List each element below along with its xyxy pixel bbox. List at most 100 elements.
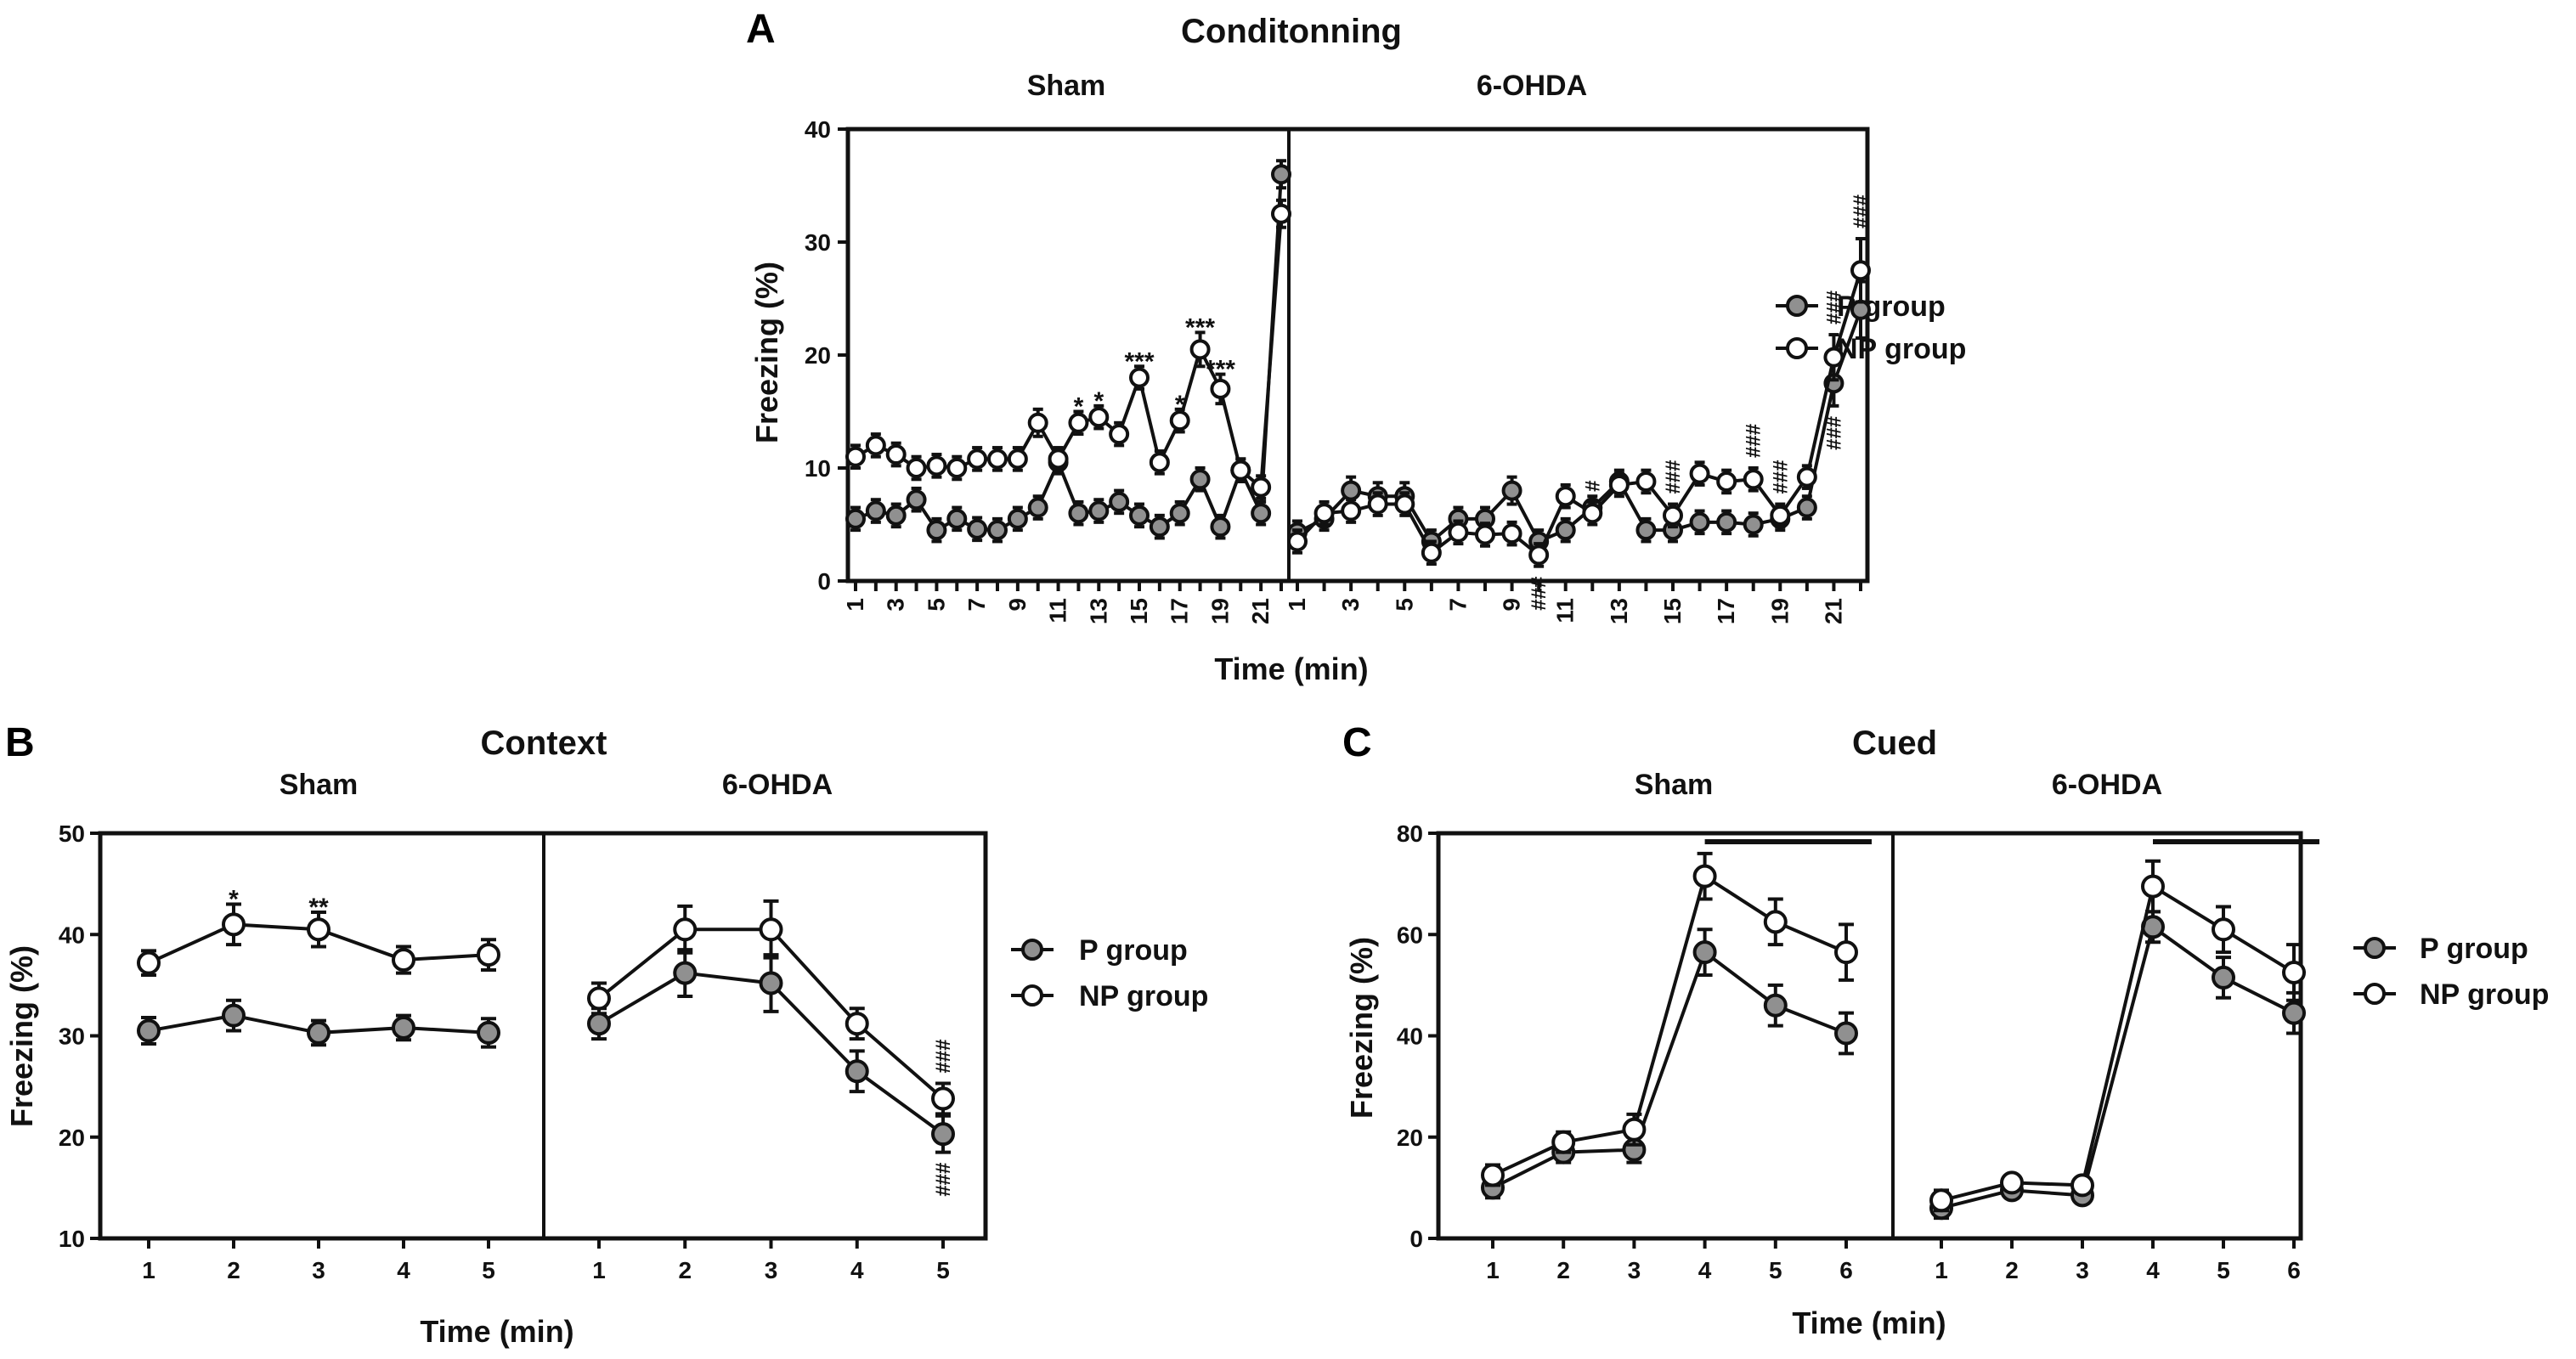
data-point-p — [1189, 469, 1211, 490]
data-point-np — [1692, 864, 1717, 888]
significance-hash: ### — [1662, 460, 1685, 494]
data-point-np — [946, 458, 968, 478]
data-point-np — [1271, 203, 1291, 224]
data-point-np — [1068, 412, 1089, 433]
significance-hash: ### — [932, 1040, 955, 1074]
group-label-a-sham: Sham — [1027, 70, 1106, 102]
x-tick-label-c: 2 — [2005, 1257, 2019, 1283]
data-point-np — [845, 1012, 869, 1036]
y-tick-label-b: 20 — [59, 1125, 85, 1151]
data-point-np — [987, 448, 1008, 470]
data-point-p — [1501, 480, 1522, 501]
legend-label-p-c: P group — [2420, 933, 2528, 965]
significance-star: * — [1093, 387, 1104, 415]
data-point-p — [392, 1015, 415, 1040]
data-point-np — [587, 986, 611, 1011]
data-point-np — [1109, 424, 1130, 445]
data-point-p — [1635, 520, 1657, 541]
x-tick-label-a: 19 — [1766, 598, 1793, 624]
data-point-np — [1608, 474, 1630, 495]
plot-c: 0 20 40 60 80 1 2 3 4 5 6 1 2 3 4 5 6 — [1397, 820, 2319, 1283]
y-tick-label-b: 30 — [59, 1023, 85, 1050]
series-line-np — [1940, 884, 2296, 1203]
y-tick-label-b: 40 — [59, 922, 85, 948]
y-tick-label-b: 50 — [59, 820, 85, 847]
series-line-p — [1940, 925, 2295, 1210]
data-point-p — [1109, 491, 1130, 512]
x-tick-label-a: 5 — [1391, 598, 1417, 612]
plot-frame-c — [1436, 831, 2303, 1241]
data-point-np — [1421, 542, 1442, 563]
significance-hash: ### — [932, 1163, 955, 1197]
data-point-np — [1716, 471, 1737, 492]
data-point-p — [673, 961, 698, 985]
data-point-p — [1210, 516, 1231, 538]
data-point-np — [926, 455, 947, 476]
y-tick-label-a: 30 — [805, 229, 831, 256]
data-point-p — [307, 1020, 330, 1045]
x-tick-label-a: 19 — [1206, 598, 1233, 624]
data-point-np — [1555, 486, 1576, 507]
significance-hash: ### — [1850, 195, 1873, 228]
data-point-p — [1850, 299, 1871, 320]
data-point-p — [587, 1012, 611, 1036]
data-point-np — [1834, 940, 1858, 965]
data-point-np — [1341, 500, 1362, 522]
data-point-p — [1068, 503, 1089, 524]
legend-label-p-b: P group — [1079, 934, 1188, 967]
data-point-np — [1129, 367, 1150, 388]
data-point-p — [1689, 511, 1710, 533]
data-point-p — [1555, 520, 1576, 541]
data-point-np — [885, 444, 907, 465]
x-tick-label-a: 11 — [1045, 598, 1071, 623]
x-tick-label-a: 9 — [1004, 598, 1031, 612]
y-axis-title-c: Freezing (%) — [1344, 937, 1379, 1119]
data-point-np — [137, 950, 161, 975]
x-tick-label-b: 1 — [592, 1257, 606, 1283]
data-point-np — [1796, 466, 1817, 488]
data-point-np — [1770, 505, 1791, 526]
panel-letter-c: C — [1342, 720, 1372, 765]
x-tick-label-a: 9 — [1499, 598, 1525, 612]
data-point-np — [222, 912, 246, 937]
y-axis-title-b: Freezing (%) — [4, 945, 39, 1127]
y-tick-label-a: 10 — [805, 455, 831, 482]
data-point-p — [967, 518, 988, 539]
x-tick-label-c: 4 — [2146, 1257, 2160, 1283]
data-point-np — [1501, 523, 1522, 544]
x-tick-label-c: 6 — [1839, 1257, 1853, 1283]
significance-hash: ### — [1743, 424, 1765, 458]
x-tick-label-a: 21 — [1247, 598, 1274, 624]
x-tick-label-a: 21 — [1820, 598, 1846, 624]
data-point-np — [2000, 1170, 2024, 1195]
y-tick-label-a: 40 — [805, 116, 831, 143]
y-tick-label-c: 20 — [1397, 1125, 1423, 1151]
data-point-p — [1716, 511, 1737, 533]
x-tick-label-b: 3 — [312, 1257, 325, 1283]
series-line-np — [1492, 874, 1847, 1177]
x-tick-label-b: 3 — [765, 1257, 778, 1283]
legend-label-np-c: NP group — [2420, 978, 2549, 1011]
data-point-p — [1149, 516, 1170, 538]
data-point-np — [1149, 452, 1170, 473]
data-point-np — [1007, 448, 1028, 470]
x-tick-label-c: 6 — [2287, 1257, 2301, 1283]
significance-star: * — [1074, 393, 1084, 421]
data-point-p — [2282, 1001, 2306, 1025]
legend-a: P group NP group — [1776, 290, 1966, 365]
data-point-np — [1475, 524, 1495, 545]
x-tick-label-a: 1 — [1284, 598, 1310, 612]
data-point-np — [1210, 378, 1231, 399]
legend-marker-p-a — [1786, 295, 1808, 317]
data-point-p — [137, 1018, 161, 1043]
x-axis-title-c: Time (min) — [1792, 1305, 1946, 1340]
y-tick-label-c: 80 — [1397, 820, 1423, 847]
data-point-np — [931, 1086, 955, 1111]
x-tick-label-b: 1 — [142, 1257, 155, 1283]
data-point-np — [1823, 347, 1844, 368]
data-point-np — [845, 446, 866, 467]
legend-marker-np-a — [1786, 337, 1808, 359]
data-point-p — [222, 1003, 246, 1028]
